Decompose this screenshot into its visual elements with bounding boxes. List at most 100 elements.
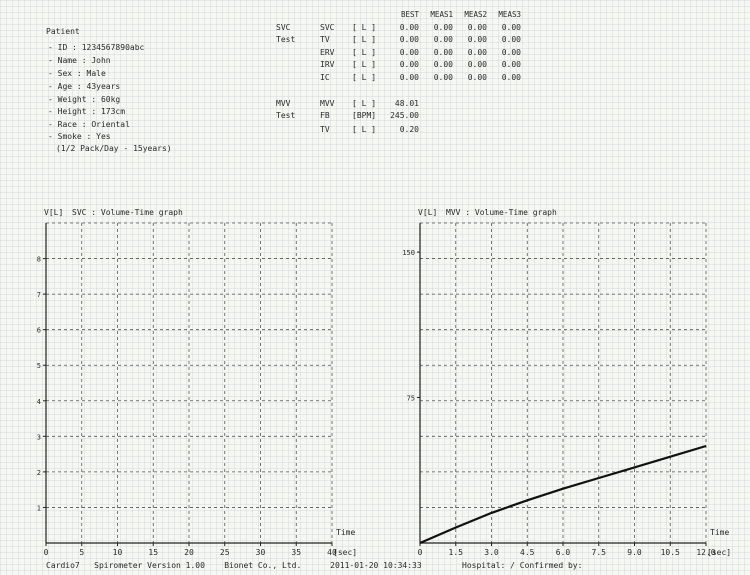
y-tick-label: 75 — [407, 395, 415, 403]
chart-title: MVV : Volume-Time graph — [446, 208, 557, 217]
y-tick-label: 6 — [37, 327, 41, 335]
patient-line: (1/2 Pack/Day - 15years) — [56, 144, 172, 153]
y-tick-label: 7 — [37, 291, 41, 299]
x-tick-label: 25 — [220, 548, 230, 557]
row-value: 0.00 — [399, 35, 419, 44]
patient-line: - Race : Oriental — [48, 120, 130, 129]
row-value: 0.00 — [433, 73, 453, 82]
y-tick-label: 8 — [37, 256, 41, 264]
row-name: ERV — [320, 48, 335, 57]
row-value: 0.00 — [399, 60, 419, 69]
row-value: 48.01 — [394, 99, 419, 108]
row-unit: [ L ] — [352, 60, 377, 69]
row-value: 0.00 — [399, 48, 419, 57]
row-value: 0.00 — [433, 35, 453, 44]
row-unit: [ L ] — [352, 73, 377, 82]
column-header: MEAS2 — [464, 10, 487, 19]
svc-volume-time-chart: 0 5 10 15 20 25 30 35 40 1 2 3 4 5 6 7 8 V[L] SVC : Volume… — [37, 208, 357, 557]
x-tick-label: 4.5 — [520, 548, 535, 557]
footer-info: Cardio7 Spirometer Version 1.00 Bionet C… — [46, 561, 422, 570]
row-unit: [ L ] — [352, 48, 377, 57]
row-value: 0.00 — [433, 60, 453, 69]
patient-line: - Smoke : Yes — [48, 132, 111, 141]
row-value: 0.00 — [467, 73, 487, 82]
row-value: 0.00 — [399, 73, 419, 82]
row-value: 0.00 — [399, 23, 419, 32]
patient-line: - Sex : Male — [48, 69, 106, 78]
row-unit: [ L ] — [352, 125, 377, 134]
row-value: 0.00 — [433, 23, 453, 32]
x-axis-unit: [sec] — [707, 548, 731, 557]
x-axis-label: Time — [336, 528, 355, 537]
x-tick-label: 30 — [256, 548, 266, 557]
y-axis-label: V[L] — [44, 208, 63, 217]
row-value: 0.00 — [501, 60, 521, 69]
x-tick-label: 3.0 — [484, 548, 499, 557]
column-header: BEST — [400, 10, 419, 19]
footer-hospital: Hospital: / Confirmed by: — [462, 561, 583, 570]
row-unit: [ L ] — [352, 23, 377, 32]
x-tick-label: 12.0 — [696, 548, 715, 557]
row-value: 0.00 — [501, 48, 521, 57]
row-value: 245.00 — [390, 111, 419, 120]
y-tick-label: 5 — [37, 362, 41, 370]
x-axis-unit: [sec] — [333, 548, 357, 557]
x-tick-label: 20 — [184, 548, 194, 557]
row-value: 0.00 — [501, 35, 521, 44]
row-name: FB — [320, 111, 330, 120]
row-name: MVV — [320, 99, 335, 108]
x-tick-label: 35 — [291, 548, 301, 557]
row-value: 0.00 — [501, 73, 521, 82]
y-tick-label: 4 — [37, 398, 41, 406]
row-name: IC — [320, 73, 330, 82]
patient-line: - Weight : 60kg — [48, 95, 121, 104]
row-value: 0.00 — [467, 48, 487, 57]
patient-title: Patient — [46, 27, 80, 36]
y-tick-label: 3 — [37, 433, 41, 441]
row-name: SVC — [320, 23, 335, 32]
grid — [420, 222, 707, 543]
x-tick-label: 9.0 — [627, 548, 642, 557]
x-tick-label: 7.5 — [592, 548, 607, 557]
row-value: 0.00 — [467, 60, 487, 69]
x-tick-label: 10.5 — [661, 548, 680, 557]
x-tick-label: 15 — [148, 548, 158, 557]
x-tick-label: 40 — [327, 548, 337, 557]
patient-line: - Name : John — [48, 56, 111, 65]
x-tick-label: 0 — [418, 548, 423, 557]
row-unit: [BPM] — [352, 111, 377, 120]
x-axis-label: Time — [710, 528, 729, 537]
svc-group-label: Test — [276, 35, 296, 44]
patient-line: - ID : 1234567890abc — [48, 43, 145, 52]
row-name: TV — [320, 35, 330, 44]
row-value: 0.00 — [433, 48, 453, 57]
row-value: 0.00 — [467, 35, 487, 44]
row-name: TV — [320, 125, 330, 134]
row-value: 0.00 — [501, 23, 521, 32]
y-axis-label: V[L] — [418, 208, 437, 217]
patient-line: - Height : 173cm — [48, 107, 126, 116]
x-tick-label: 10 — [113, 548, 123, 557]
y-tick-label: 2 — [37, 469, 41, 477]
mvv-group-label: MVV — [276, 99, 291, 108]
grid — [46, 222, 333, 543]
svc-group-label: SVC — [276, 23, 291, 32]
x-tick-label: 6.0 — [556, 548, 571, 557]
mvv-volume-time-chart: 0 1.5 3.0 4.5 6.0 7.5 9.0 10.5 12.0 75 150 V[L] MVV … — [402, 208, 731, 557]
y-tick-label: 150 — [402, 249, 415, 257]
x-tick-label: 1.5 — [449, 548, 464, 557]
row-unit: [ L ] — [352, 99, 377, 108]
column-header: MEAS3 — [498, 10, 521, 19]
x-tick-label: 5 — [79, 548, 84, 557]
row-name: IRV — [320, 60, 335, 69]
chart-title: SVC : Volume-Time graph — [72, 208, 183, 217]
y-tick-label: 1 — [37, 504, 41, 512]
mvv-group-label: Test — [276, 111, 296, 120]
row-value: 0.20 — [399, 125, 419, 134]
x-tick-label: 0 — [44, 548, 49, 557]
patient-line: - Age : 43years — [48, 82, 121, 91]
series-line — [419, 444, 707, 545]
column-header: MEAS1 — [430, 10, 453, 19]
row-value: 0.00 — [467, 23, 487, 32]
row-unit: [ L ] — [352, 35, 377, 44]
